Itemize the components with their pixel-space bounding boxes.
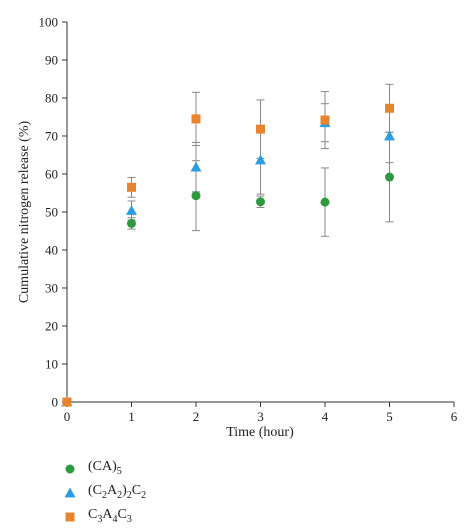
data-point-circle <box>191 191 201 201</box>
data-points <box>61 103 395 407</box>
data-point-triangle <box>126 204 137 215</box>
legend-label: (C2A2)2C2 <box>88 483 147 501</box>
legend-marker-circle <box>62 461 78 475</box>
data-point-square <box>256 124 265 134</box>
legend-label: (CA)5 <box>88 459 122 477</box>
y-tick-label: 10 <box>45 357 58 372</box>
axes: 0 10 20 30 40 50 60 70 80 90 100 0 1 2 3 4 5 6 <box>39 15 458 425</box>
y-tick-label: 0 <box>52 395 59 410</box>
legend-marker-triangle <box>62 485 78 499</box>
y-tick-label: 100 <box>39 15 59 30</box>
y-tick-label: 40 <box>45 243 58 258</box>
data-point-square <box>62 397 72 407</box>
y-tick-label: 20 <box>45 319 58 334</box>
y-tick-label: 50 <box>45 205 58 220</box>
data-point-square <box>191 114 201 124</box>
legend-item: C3A4C3 <box>62 504 146 528</box>
x-tick-label: 0 <box>64 409 71 424</box>
data-point-triangle <box>384 130 395 141</box>
y-tick-label: 70 <box>45 129 58 144</box>
y-axis-title: Cumulative nitrogen release (%) <box>17 121 32 304</box>
legend-item: (C2A2)2C2 <box>62 480 146 504</box>
data-point-square <box>320 115 330 125</box>
data-point-circle <box>256 197 265 207</box>
legend: (CA)5 (C2A2)2C2 C3A4C3 <box>62 456 146 528</box>
x-tick-label: 5 <box>386 409 393 424</box>
x-tick-label: 1 <box>128 409 135 424</box>
x-tick-label: 6 <box>451 409 458 424</box>
x-tick-label: 4 <box>322 409 329 424</box>
legend-marker-square <box>62 509 78 523</box>
legend-item: (CA)5 <box>62 456 146 480</box>
x-axis-title: Time (hour) <box>226 425 294 440</box>
y-tick-label: 80 <box>45 91 58 106</box>
data-point-square <box>127 182 136 192</box>
data-point-triangle <box>255 154 266 165</box>
data-point-triangle <box>190 161 202 172</box>
y-tick-label: 30 <box>45 281 58 296</box>
x-tick-label: 3 <box>257 409 264 424</box>
data-point-circle <box>127 218 136 228</box>
y-tick-label: 60 <box>45 167 58 182</box>
x-tick-label: 2 <box>193 409 200 424</box>
data-point-circle <box>385 172 394 182</box>
chart: 0 10 20 30 40 50 60 70 80 90 100 0 1 2 3 4 5 6 Time (hour… <box>17 15 458 441</box>
y-tick-label: 90 <box>45 53 58 68</box>
legend-label: C3A4C3 <box>88 507 132 525</box>
data-point-square <box>385 103 394 113</box>
data-point-circle <box>320 197 330 207</box>
